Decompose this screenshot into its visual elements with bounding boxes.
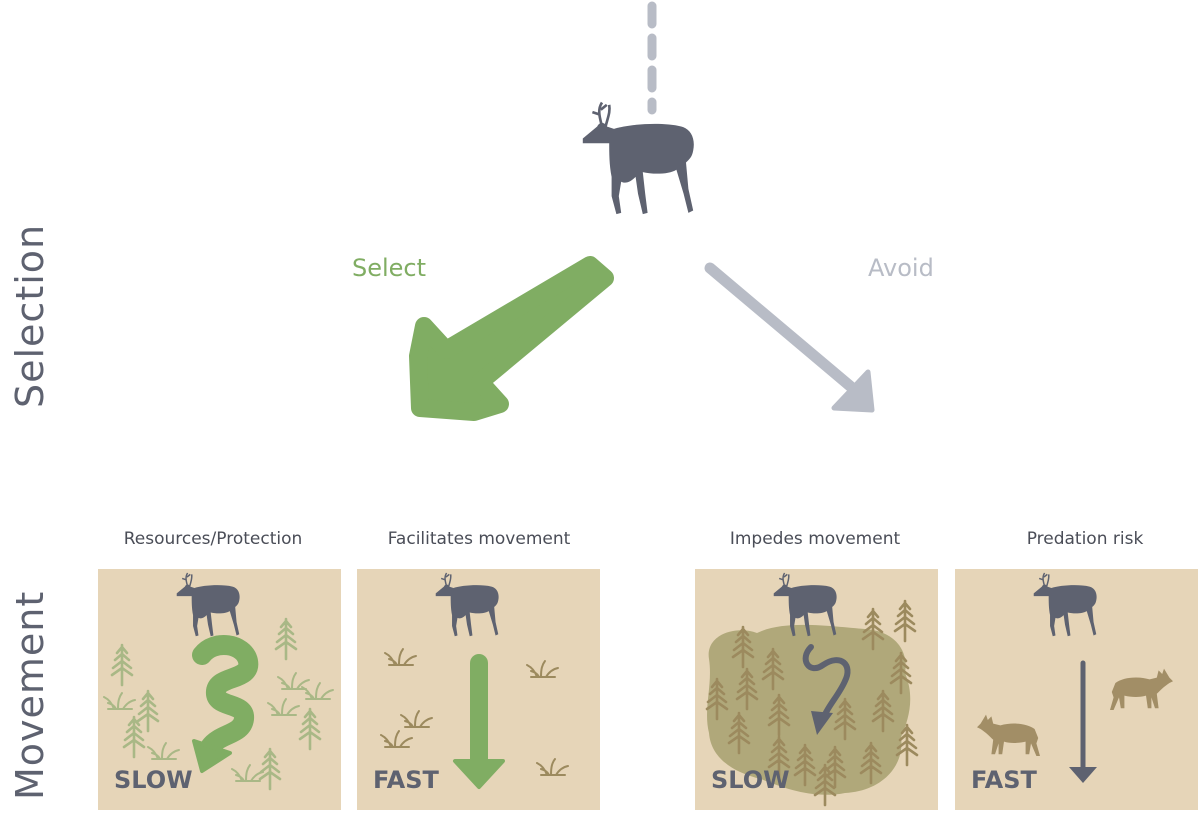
winding-arrow-icon xyxy=(192,635,259,757)
movement-label: Movement xyxy=(8,590,52,800)
panel-title-facilitates: Facilitates movement xyxy=(387,529,571,549)
panel-title-impedes: Impedes movement xyxy=(729,529,901,549)
select-label: Select xyxy=(352,254,427,282)
panel-predation: FAST xyxy=(955,569,1198,810)
wolf-icon xyxy=(977,668,1173,756)
panel-resources: SLOW xyxy=(98,569,341,810)
panel-title-predation: Predation risk xyxy=(1026,529,1144,549)
panel-facilitates: FAST xyxy=(357,569,600,810)
caribou-icon xyxy=(175,572,241,637)
speed-label: SLOW xyxy=(114,766,193,794)
winding-arrow-icon xyxy=(802,644,851,722)
dashed-connector xyxy=(647,1,657,115)
speed-label: FAST xyxy=(971,766,1037,794)
caribou-icon xyxy=(1032,572,1098,637)
avoid-label: Avoid xyxy=(868,254,934,282)
caribou-icon xyxy=(434,572,500,637)
speed-label: SLOW xyxy=(711,766,790,794)
caribou-icon xyxy=(581,101,696,216)
panel-title-resources: Resources/Protection xyxy=(123,529,303,549)
dense-forest-area xyxy=(707,624,911,795)
selection-label: Selection xyxy=(8,223,52,408)
avoid-arrow-icon xyxy=(704,262,875,413)
select-arrow-icon xyxy=(409,256,614,421)
panel-impedes: SLOW xyxy=(695,569,938,810)
speed-label: FAST xyxy=(373,766,439,794)
